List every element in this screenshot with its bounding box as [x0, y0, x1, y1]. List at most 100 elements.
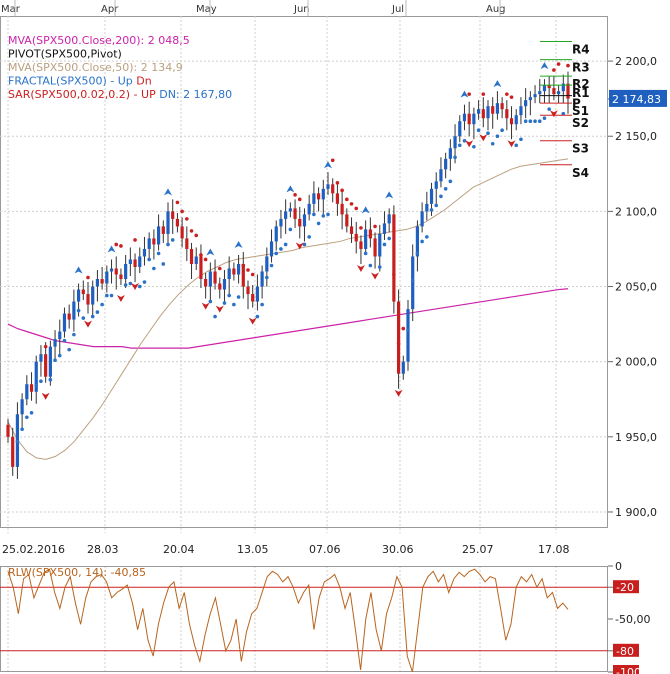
- date-tick-label: 30.06: [382, 543, 414, 556]
- date-tick-label: 20.04: [163, 543, 195, 556]
- candle-body: [109, 268, 114, 272]
- candle-body: [472, 113, 476, 125]
- fractal-down-arrow: [549, 110, 558, 118]
- candle-body: [556, 91, 561, 95]
- candle-body: [458, 121, 462, 137]
- sar-dot: [53, 358, 57, 362]
- sar-dot: [448, 179, 453, 184]
- candle-body: [411, 256, 415, 310]
- pivot-level-label: R4: [572, 43, 590, 57]
- sar-dot: [95, 310, 100, 314]
- sar-dot: [481, 92, 486, 96]
- sar-dot: [152, 266, 156, 271]
- candle-body: [448, 148, 452, 159]
- rsi-tick-box: [613, 643, 639, 657]
- candle-body: [147, 238, 151, 249]
- candle-body: [514, 115, 518, 125]
- sar-dot: [175, 200, 180, 205]
- sar-dot: [137, 284, 142, 289]
- sar-dot: [274, 251, 279, 256]
- sar-dot: [401, 326, 406, 331]
- candle-body: [53, 339, 57, 347]
- y-tick-label: 1 950,0: [615, 431, 657, 444]
- candle-body: [406, 309, 410, 362]
- candle-body: [138, 256, 142, 267]
- sar-dot: [302, 242, 307, 247]
- y-tick-label: 2 100,0: [615, 205, 657, 218]
- sar-dot: [321, 214, 326, 218]
- fractal-up-arrow: [493, 80, 502, 88]
- date-tick-label: 28.03: [87, 543, 119, 556]
- candle-body: [274, 226, 278, 242]
- candle-body: [119, 274, 123, 280]
- sar-dot: [297, 197, 302, 202]
- candle-body: [91, 286, 95, 305]
- candle-body: [331, 184, 335, 194]
- sar-dot: [335, 181, 340, 185]
- sar-dot: [283, 242, 288, 247]
- sar-dot: [547, 107, 551, 111]
- candle-body: [542, 85, 547, 92]
- candle-body: [189, 248, 194, 264]
- sar-dot: [443, 187, 448, 191]
- candle-body: [199, 256, 203, 280]
- fractal-down-arrow: [371, 272, 380, 280]
- date-tick-label: 25.07: [462, 543, 494, 556]
- candle-body: [392, 214, 396, 302]
- candle-body: [326, 184, 330, 189]
- sar-dot: [439, 194, 443, 199]
- main-plot-border: [0, 16, 608, 528]
- legend-dn: Dn: [136, 75, 151, 88]
- sar-dot: [20, 427, 24, 432]
- sar-dot: [269, 263, 274, 268]
- sar-dot: [185, 217, 189, 221]
- legend-entry: SAR(SPX500,0.02,0.2) - UP DN: 2 167,80: [8, 88, 232, 101]
- candle-body: [415, 226, 420, 257]
- ma50-line: [7, 158, 569, 460]
- sar-dot: [519, 137, 523, 142]
- candle-body: [161, 226, 165, 234]
- candle-body: [467, 113, 471, 125]
- candle-body: [373, 238, 377, 257]
- candle-body: [232, 268, 236, 275]
- sar-dot: [486, 131, 490, 136]
- candle-body: [519, 106, 523, 116]
- sar-dot: [354, 206, 359, 211]
- candle-body: [269, 241, 274, 257]
- candle-body: [222, 279, 227, 290]
- fractal-up-arrow: [540, 62, 549, 70]
- candle-body: [241, 263, 245, 287]
- rsi-title: RLW(SPX500, 14): -40,85: [8, 566, 146, 579]
- sar-dot: [67, 347, 71, 352]
- sar-dot: [29, 410, 34, 415]
- sar-dot: [382, 242, 387, 247]
- fractal-down-arrow: [84, 320, 92, 328]
- sar-dot: [217, 266, 222, 271]
- fractal-up-arrow: [286, 185, 295, 193]
- candle-body: [39, 354, 43, 362]
- candle-body: [44, 354, 48, 377]
- candle-body: [298, 218, 302, 227]
- candle-body: [476, 109, 481, 114]
- candle-body: [204, 279, 208, 287]
- pivot-level-label: P: [572, 97, 581, 111]
- fractal-down-arrow: [116, 295, 125, 303]
- candle-body: [387, 214, 391, 224]
- legend-up: Up: [118, 75, 137, 88]
- sar-dot: [345, 197, 349, 202]
- sar-dot: [514, 143, 519, 148]
- sar-dot: [363, 251, 368, 256]
- candle-body: [401, 361, 405, 374]
- legend-text: MVA(SPX500.Close,200): 2 048,5: [8, 34, 190, 47]
- fractal-down-arrow: [394, 389, 403, 397]
- candle-body: [500, 103, 504, 110]
- sar-dot: [552, 68, 556, 72]
- candle-body: [20, 399, 24, 415]
- candle-body: [175, 218, 180, 227]
- rsi-tick-label: -20: [616, 581, 634, 594]
- sar-dot: [396, 341, 401, 346]
- sar-dot: [147, 257, 151, 262]
- month-label: Jun: [293, 4, 310, 15]
- candle-body: [382, 223, 387, 234]
- candle-body: [246, 286, 250, 295]
